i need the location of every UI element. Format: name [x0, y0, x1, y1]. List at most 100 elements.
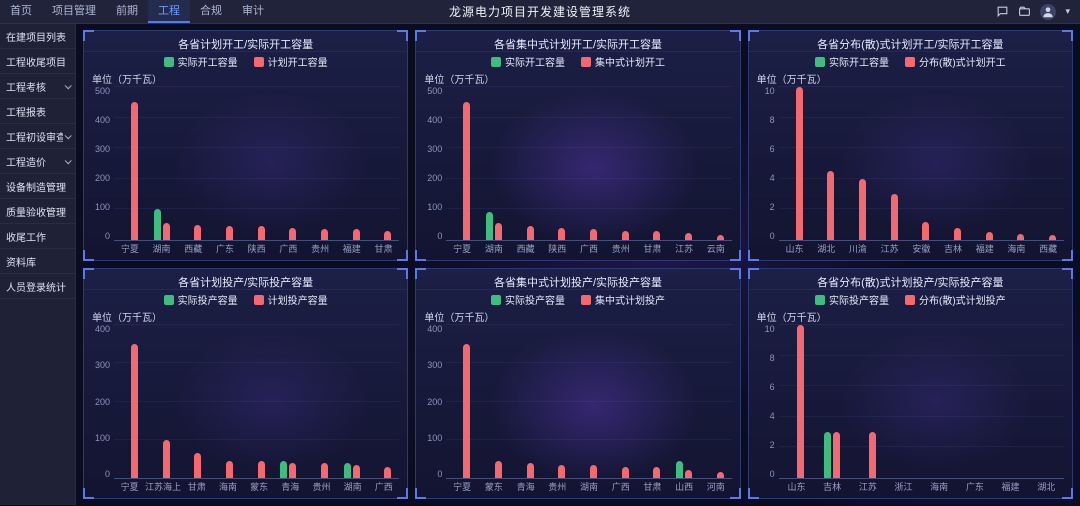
bar-group[interactable]: [874, 87, 906, 240]
x-category-label: 海南: [1007, 244, 1026, 254]
bar-group[interactable]: [446, 87, 478, 240]
gridline: [446, 362, 732, 364]
bar-group[interactable]: [177, 87, 209, 240]
sidebar-item-closing-projects[interactable]: 工程收尾项目: [0, 49, 75, 74]
bar-group[interactable]: [637, 325, 669, 478]
bar-group[interactable]: [336, 325, 368, 478]
bar-group[interactable]: [273, 87, 305, 240]
bar-group[interactable]: [209, 325, 241, 478]
bar-group[interactable]: [241, 87, 273, 240]
y-tick-label: 2: [769, 202, 775, 212]
bar-group[interactable]: [1032, 87, 1064, 240]
bar-group[interactable]: [668, 325, 700, 478]
bar-group[interactable]: [700, 325, 732, 478]
legend-item-planned[interactable]: 集中式计划投产: [580, 292, 665, 307]
bar-group[interactable]: [814, 325, 850, 478]
bar-group[interactable]: [209, 87, 241, 240]
bar-group[interactable]: [1001, 87, 1033, 240]
bar-group[interactable]: [905, 87, 937, 240]
sidebar-item-reports[interactable]: 工程报表: [0, 99, 75, 124]
sidebar-item-closeout-work[interactable]: 收尾工作: [0, 224, 75, 249]
bar-group[interactable]: [446, 325, 478, 478]
bar-group[interactable]: [368, 325, 400, 478]
bar-group[interactable]: [304, 87, 336, 240]
bar-group[interactable]: [1028, 325, 1064, 478]
sidebar-item-quality-acceptance[interactable]: 质量验收管理: [0, 199, 75, 224]
nav-item-home[interactable]: 首页: [10, 5, 32, 17]
bar-group[interactable]: [842, 87, 874, 240]
legend-item-actual[interactable]: 实际投产容量: [814, 292, 889, 307]
legend-item-actual[interactable]: 实际投产容量: [163, 292, 238, 307]
sidebar-item-login-stats[interactable]: 人员登录统计: [0, 274, 75, 299]
bar-group[interactable]: [573, 325, 605, 478]
y-tick-label: 0: [437, 469, 443, 479]
bar-group[interactable]: [573, 87, 605, 240]
legend-item-actual[interactable]: 实际开工容量: [814, 54, 889, 69]
bar-group[interactable]: [304, 325, 336, 478]
legend-item-actual[interactable]: 实际开工容量: [163, 54, 238, 69]
bar-group[interactable]: [779, 87, 811, 240]
message-icon[interactable]: [996, 5, 1009, 18]
legend-label: 实际开工容量: [177, 58, 238, 69]
caret-down-icon[interactable]: ▾: [1065, 6, 1070, 16]
bar-group[interactable]: [177, 325, 209, 478]
bar-group[interactable]: [114, 87, 146, 240]
bar-group[interactable]: [541, 325, 573, 478]
bar-group[interactable]: [478, 325, 510, 478]
nav-item-engineering[interactable]: 工程: [148, 0, 190, 23]
bar-group[interactable]: [114, 325, 146, 478]
bar-group[interactable]: [541, 87, 573, 240]
files-icon[interactable]: [1018, 5, 1031, 18]
bar-group[interactable]: [605, 325, 637, 478]
gridline: [446, 438, 732, 440]
bar-group[interactable]: [993, 325, 1029, 478]
bar: [526, 226, 534, 240]
legend-item-actual[interactable]: 实际开工容量: [490, 54, 565, 69]
bar-group[interactable]: [605, 87, 637, 240]
bar-group[interactable]: [478, 87, 510, 240]
bar-group[interactable]: [336, 87, 368, 240]
sidebar-item-initial-design-review[interactable]: 工程初设审查: [0, 124, 75, 149]
chart-title: 各省计划开工/实际开工容量: [84, 31, 408, 52]
bar-group[interactable]: [850, 325, 886, 478]
bar-group[interactable]: [668, 87, 700, 240]
legend-item-planned[interactable]: 分布(散)式计划投产: [904, 292, 1006, 307]
y-tick-label: 200: [94, 396, 110, 407]
bar-group[interactable]: [241, 325, 273, 478]
nav-item-compliance[interactable]: 合规: [200, 5, 222, 17]
legend-item-planned[interactable]: 分布(散)式计划开工: [904, 54, 1006, 69]
bar-group[interactable]: [969, 87, 1001, 240]
nav-item-project-management[interactable]: 项目管理: [52, 5, 96, 17]
legend-item-planned[interactable]: 计划投产容量: [253, 292, 328, 307]
legend-item-planned[interactable]: 计划开工容量: [253, 54, 328, 69]
bar: [797, 325, 805, 478]
bar-group[interactable]: [700, 87, 732, 240]
nav-item-audit[interactable]: 审计: [242, 5, 264, 17]
bar-group[interactable]: [368, 87, 400, 240]
bar-group[interactable]: [273, 325, 305, 478]
x-category-label: 海南: [930, 482, 949, 492]
bar-group[interactable]: [957, 325, 993, 478]
legend-item-actual[interactable]: 实际投产容量: [490, 292, 565, 307]
bar-group[interactable]: [937, 87, 969, 240]
y-tick-label: 0: [769, 231, 775, 241]
user-avatar[interactable]: [1040, 3, 1057, 20]
sidebar-item-equipment-manufacturing[interactable]: 设备制造管理: [0, 174, 75, 199]
sidebar-item-assessment[interactable]: 工程考核: [0, 74, 75, 99]
sidebar-item-document-library[interactable]: 资料库: [0, 249, 75, 274]
bar-group[interactable]: [810, 87, 842, 240]
bar-group[interactable]: [779, 325, 815, 478]
nav-item-early-stage[interactable]: 前期: [116, 5, 138, 17]
bar-group[interactable]: [886, 325, 922, 478]
gridline: [778, 446, 1064, 448]
bar-group[interactable]: [146, 325, 178, 478]
sidebar-item-cost[interactable]: 工程造价: [0, 149, 75, 174]
bar-group[interactable]: [510, 325, 542, 478]
bar-group[interactable]: [146, 87, 178, 240]
legend-item-planned[interactable]: 集中式计划开工: [580, 54, 665, 69]
bar-group[interactable]: [510, 87, 542, 240]
bar-group[interactable]: [921, 325, 957, 478]
bar-group[interactable]: [637, 87, 669, 240]
sidebar-item-active-projects[interactable]: 在建项目列表: [0, 24, 75, 49]
